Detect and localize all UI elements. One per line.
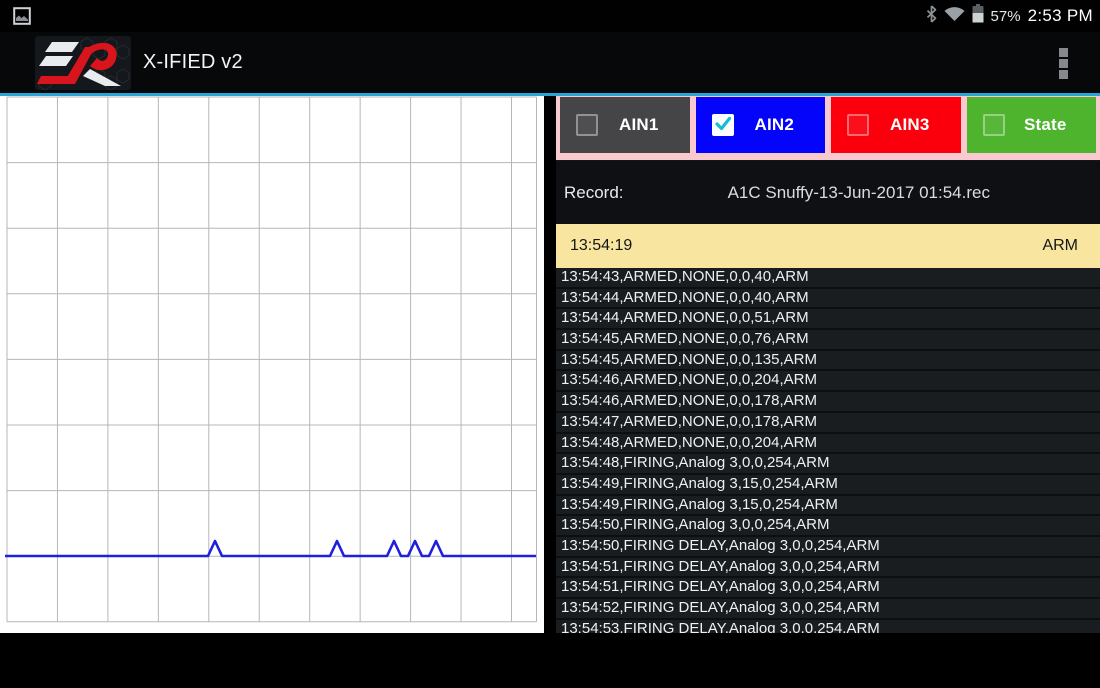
log-entry-row[interactable]: 13:54:51,FIRING DELAY,Analog 3,0,0,254,A… [556, 578, 1100, 599]
log-entry-row[interactable]: 13:54:46,ARMED,NONE,0,0,178,ARM [556, 392, 1100, 413]
channel-label: AIN3 [889, 115, 930, 134]
bluetooth-icon [926, 4, 937, 28]
channel-button-strip: AIN1 AIN2 AIN3 State [556, 96, 1100, 160]
app-logo [35, 36, 131, 91]
channel-label: AIN2 [754, 115, 795, 134]
picture-icon [13, 7, 31, 30]
selected-event-state: ARM [1042, 237, 1078, 254]
signal-chart [0, 96, 544, 633]
status-bar: 57% 2:53 PM [0, 0, 1100, 32]
app-title: X-IFIED v2 [143, 51, 243, 73]
overflow-menu-icon[interactable] [1052, 44, 1074, 82]
checkbox-icon[interactable] [847, 114, 869, 136]
right-panel: AIN1 AIN2 AIN3 State Record: A1C [556, 96, 1100, 633]
selected-event-time: 13:54:19 [570, 237, 633, 254]
log-entry-row[interactable]: 13:54:48,ARMED,NONE,0,0,204,ARM [556, 433, 1100, 455]
ain2-toggle-button[interactable]: AIN2 [695, 97, 825, 153]
log-entry-row[interactable]: 13:54:43,ARMED,NONE,0,0,40,ARM [556, 268, 1100, 289]
event-log-list[interactable]: 13:54:43,ARMED,NONE,0,0,40,ARM 13:54:44,A… [556, 268, 1100, 633]
state-toggle-button[interactable]: State [966, 97, 1096, 153]
log-entry-row[interactable]: 13:54:44,ARMED,NONE,0,0,51,ARM [556, 309, 1100, 331]
record-filename[interactable]: A1C Snuffy-13-Jun-2017 01:54.rec [727, 182, 990, 202]
battery-icon [972, 4, 984, 28]
log-entry-row[interactable]: 13:54:44,ARMED,NONE,0,0,40,ARM [556, 288, 1100, 310]
record-bar: Record: A1C Snuffy-13-Jun-2017 01:54.rec [556, 161, 1100, 224]
clock: 2:53 PM [1027, 6, 1093, 25]
log-entry-row[interactable]: 13:54:46,ARMED,NONE,0,0,204,ARM [556, 371, 1100, 393]
accent-divider [0, 93, 1100, 96]
log-entry-row[interactable]: 13:54:47,ARMED,NONE,0,0,178,ARM [556, 412, 1100, 434]
selected-event-row: 13:54:19 ARM [556, 224, 1100, 268]
checkbox-icon[interactable] [982, 114, 1005, 136]
log-entry-row[interactable]: 13:54:49,FIRING,Analog 3,15,0,254,ARM [556, 495, 1100, 517]
ain1-toggle-button[interactable]: AIN1 [560, 97, 690, 153]
record-label: Record: [564, 182, 624, 202]
channel-label: State [1023, 115, 1067, 134]
log-entry-row[interactable]: 13:54:50,FIRING,Analog 3,0,0,254,ARM [556, 516, 1100, 537]
log-entry-row[interactable]: 13:54:52,FIRING DELAY,Analog 3,0,0,254,A… [556, 599, 1100, 620]
log-entry-row[interactable]: 13:54:51,FIRING DELAY,Analog 3,0,0,254,A… [556, 557, 1100, 579]
battery-percent: 57% [990, 7, 1021, 25]
ain3-toggle-button[interactable]: AIN3 [831, 97, 961, 153]
log-entry-row[interactable]: 13:54:49,FIRING,Analog 3,15,0,254,ARM [556, 474, 1100, 496]
log-entry-row[interactable]: 13:54:53,FIRING DELAY,Analog 3,0,0,254,A… [556, 619, 1100, 633]
android-nav-bar [0, 633, 1100, 688]
log-entry-row[interactable]: 13:54:45,ARMED,NONE,0,0,135,ARM [556, 350, 1100, 372]
log-entry-row[interactable]: 13:54:50,FIRING DELAY,Analog 3,0,0,254,A… [556, 536, 1100, 558]
checkbox-icon[interactable] [576, 114, 598, 136]
log-entry-row[interactable]: 13:54:45,ARMED,NONE,0,0,76,ARM [556, 330, 1100, 351]
chart-svg [0, 96, 544, 633]
log-entry-row[interactable]: 13:54:48,FIRING,Analog 3,0,0,254,ARM [556, 454, 1100, 475]
wifi-icon [944, 6, 965, 27]
checkbox-checked-icon[interactable] [711, 114, 734, 136]
app-bar: X-IFIED v2 [0, 32, 1100, 93]
channel-label: AIN1 [618, 115, 659, 134]
